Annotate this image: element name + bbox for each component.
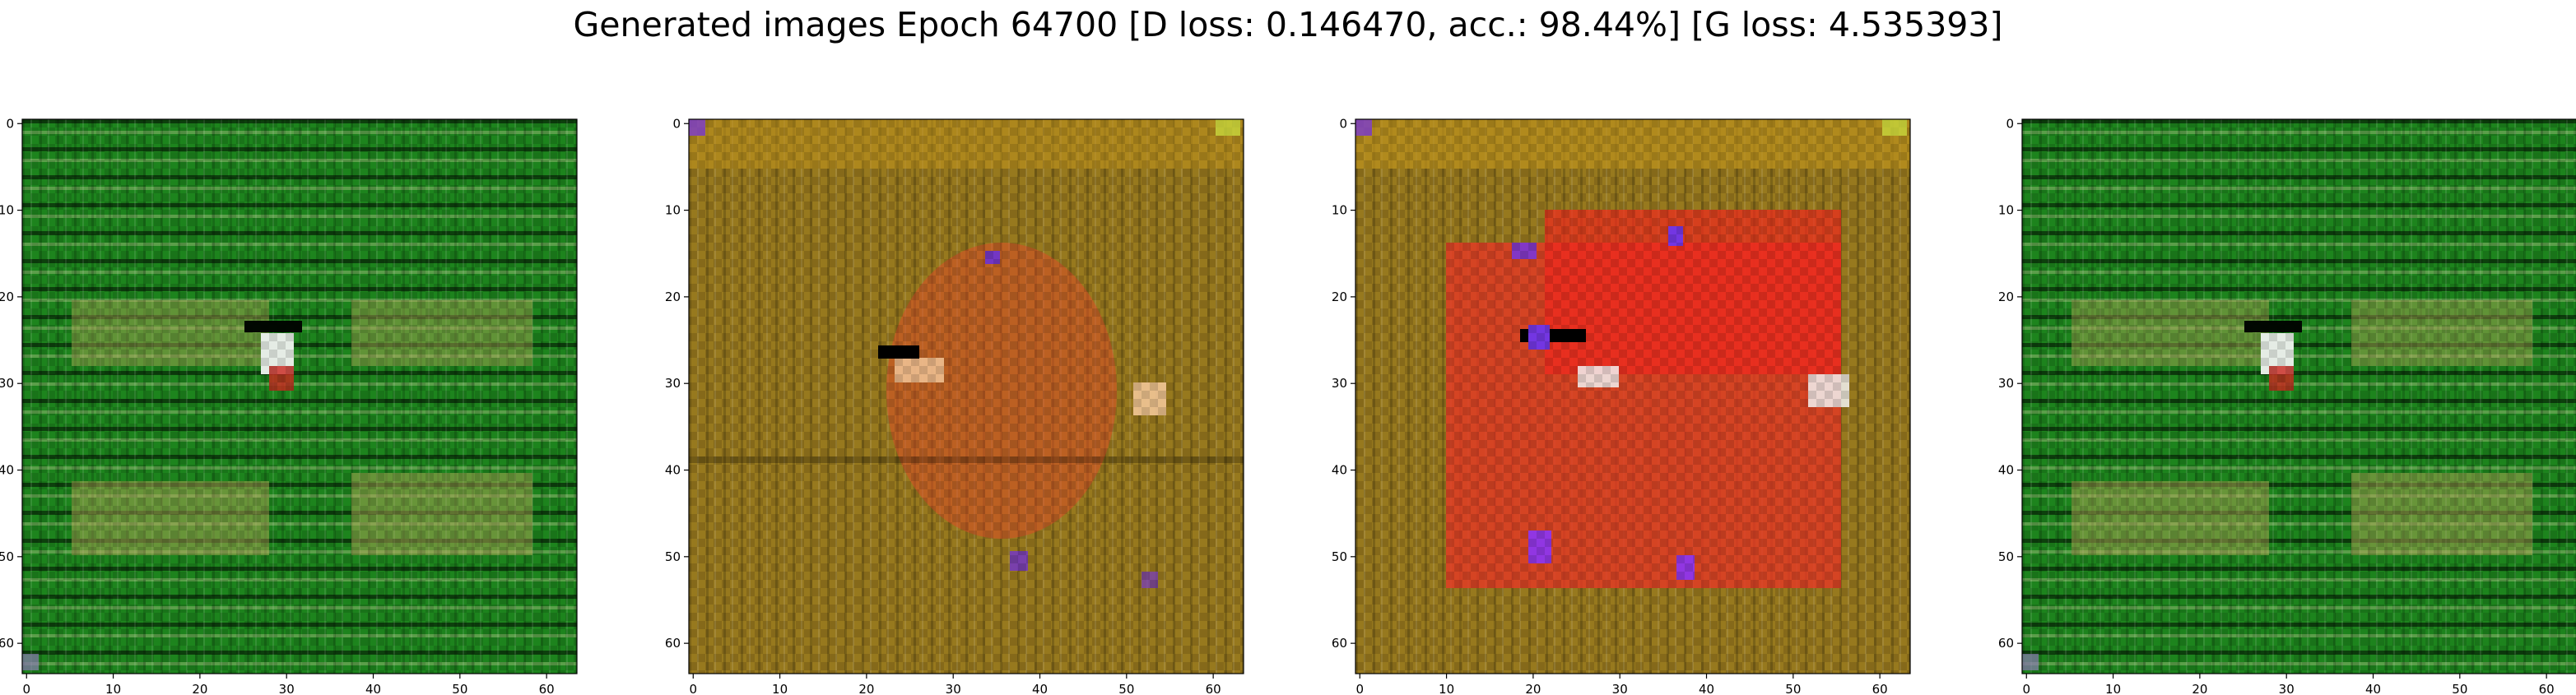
y-tick-label: 10 [665,203,681,218]
y-tick-label: 40 [665,463,681,478]
x-tick-label: 40 [365,682,381,695]
x-tick-label: 10 [2105,682,2121,695]
panel-1 [22,119,577,674]
x-tick-label: 0 [1355,682,1364,695]
y-tick-label: 10 [0,203,14,218]
figure-title: Generated images Epoch 64700 [D loss: 0.… [573,5,2003,44]
y-tick-label: 30 [0,376,14,391]
x-tick-label: 50 [452,682,467,695]
y-tick-label: 0 [672,116,681,131]
y-tick-label: 30 [1332,376,1347,391]
x-tick-label: 30 [1612,682,1628,695]
y-tick-label: 30 [1998,376,2014,391]
y-tick-label: 10 [1998,203,2014,218]
y-tick-label: 60 [1332,636,1347,651]
x-tick-label: 0 [22,682,30,695]
panel-3-frame [1355,118,1911,674]
y-tick-label: 0 [1339,116,1347,131]
y-tick-label: 40 [1332,463,1347,478]
y-tick-label: 0 [6,116,14,131]
y-tick-label: 60 [0,636,14,651]
y-tick-label: 0 [2006,116,2014,131]
panel-2-axes: 0 10 20 30 40 50 60 0 10 20 30 40 50 60 [665,116,1244,695]
y-tick-label: 50 [1332,549,1347,564]
y-tick-label: 60 [1998,636,2014,651]
y-tick-label: 30 [665,376,681,391]
y-tick-label: 40 [0,463,14,478]
panel-4-image [2022,119,2576,674]
y-tick-label: 20 [1998,290,2014,304]
x-tick-label: 0 [2022,682,2030,695]
x-tick-label: 40 [1032,682,1048,695]
x-tick-label: 60 [539,682,555,695]
x-tick-label: 60 [1872,682,1888,695]
panel-3-axes: 0 10 20 30 40 50 60 0 10 20 30 40 50 60 [1332,116,1911,695]
y-tick-label: 50 [665,549,681,564]
x-tick-label: 30 [2279,682,2295,695]
x-tick-label: 0 [689,682,697,695]
panel-2-frame [688,118,1244,674]
x-tick-label: 10 [772,682,788,695]
panel-2-image [689,119,1244,674]
x-tick-label: 20 [1525,682,1541,695]
panel-1-image [22,119,577,674]
x-tick-label: 50 [2452,682,2467,695]
x-tick-label: 20 [2192,682,2207,695]
x-tick-label: 40 [2365,682,2381,695]
y-tick-label: 20 [1332,290,1347,304]
panel-4-frame [2021,118,2576,674]
panel-4 [2022,119,2576,674]
y-tick-label: 40 [1998,463,2014,478]
y-tick-label: 20 [0,290,14,304]
panel-2 [689,119,1244,674]
y-tick-label: 50 [0,549,14,564]
x-tick-label: 60 [2539,682,2555,695]
panel-4-axes: 0 10 20 30 40 50 60 0 10 20 30 40 50 60 [1998,116,2576,695]
x-tick-label: 20 [858,682,874,695]
y-tick-label: 20 [665,290,681,304]
x-tick-label: 10 [105,682,121,695]
panel-3 [1355,119,1910,674]
panel-1-frame [21,118,578,674]
y-tick-label: 10 [1332,203,1347,218]
y-tick-label: 50 [1998,549,2014,564]
x-tick-label: 50 [1785,682,1801,695]
x-tick-label: 60 [1206,682,1221,695]
x-tick-label: 10 [1439,682,1454,695]
panel-3-image [1355,119,1910,674]
x-tick-label: 20 [192,682,207,695]
x-tick-label: 40 [1699,682,1714,695]
x-tick-label: 30 [946,682,961,695]
y-tick-label: 60 [665,636,681,651]
x-tick-label: 50 [1118,682,1134,695]
x-tick-label: 30 [279,682,295,695]
panel-1-axes: 0 10 20 30 40 50 60 0 10 20 30 40 50 60 [0,116,578,695]
